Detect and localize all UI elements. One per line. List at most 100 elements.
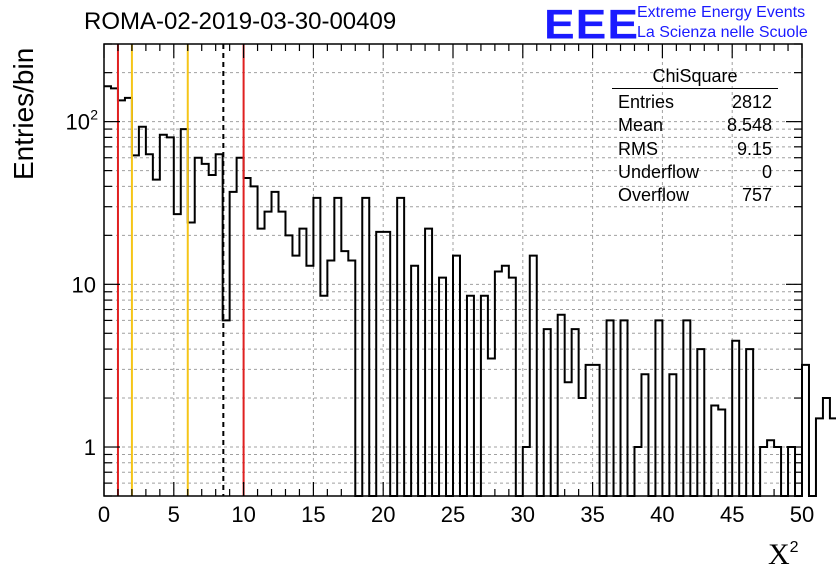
histogram-bin	[209, 175, 216, 496]
stats-label: Underflow	[618, 161, 700, 182]
stats-value: 8.548	[726, 115, 772, 136]
histogram-bin	[683, 320, 690, 496]
histogram-bin	[697, 349, 704, 496]
histogram-bin	[453, 256, 460, 496]
histogram-bin	[823, 398, 830, 496]
stats-value: 0	[761, 161, 772, 182]
stats-title: ChiSquare	[612, 66, 778, 89]
histogram-bin	[481, 296, 488, 496]
histogram-bin	[306, 266, 313, 496]
x-tick-label: 10	[231, 502, 255, 527]
stats-label: Mean	[618, 115, 664, 136]
histogram-bin	[586, 365, 593, 496]
histogram-bin	[732, 341, 739, 496]
y-tick-label: 10	[72, 272, 96, 297]
histogram-bin	[153, 180, 160, 496]
histogram-bin	[425, 229, 432, 496]
x-axis-label-sup: 2	[789, 539, 799, 556]
x-tick-label: 5	[168, 502, 180, 527]
histogram-bin	[502, 266, 509, 496]
histogram-bin	[139, 127, 146, 496]
histogram-bin	[802, 365, 809, 496]
histogram-bin	[767, 440, 774, 496]
histogram-bin	[111, 88, 118, 496]
x-tick-label: 25	[441, 502, 465, 527]
histogram-bin	[523, 447, 530, 496]
histogram-bin	[711, 405, 718, 496]
stats-row-rms: RMS 9.15	[612, 138, 778, 161]
stats-label: Entries	[618, 92, 675, 112]
y-axis-label: Entries/bin	[8, 47, 39, 180]
histogram-bin	[718, 410, 725, 496]
histogram-bin	[544, 329, 551, 496]
eee-logo: EEE	[544, 0, 640, 48]
histogram-bin	[760, 447, 767, 496]
histogram-bin	[655, 320, 662, 496]
histogram-bin	[439, 278, 446, 496]
histogram-bin	[488, 359, 495, 496]
histogram-bin	[558, 315, 565, 496]
y-tick-label: 1	[84, 435, 96, 460]
histogram-bin	[258, 229, 265, 496]
x-axis-label-base: X	[768, 538, 790, 571]
histogram-bin	[334, 198, 341, 496]
histogram-bin	[383, 232, 390, 496]
logo-line-2: La Scienza nelle Scuole	[637, 24, 808, 41]
histogram-bin	[788, 447, 795, 496]
histogram-bin	[607, 320, 614, 496]
histogram-bin	[467, 296, 474, 496]
stats-label: Overflow	[618, 185, 690, 206]
logo-line-1: Extreme Energy Events	[637, 4, 806, 21]
x-tick-label: 50	[790, 502, 814, 527]
histogram-bin	[146, 154, 153, 496]
stats-row-entries: Entries 2812	[612, 91, 778, 114]
histogram-bin	[509, 278, 516, 496]
histogram-bin	[376, 232, 383, 496]
histogram-bin	[181, 129, 188, 496]
stats-row-underflow: Underflow 0	[612, 161, 778, 184]
page-title: ROMA-02-2019-03-30-00409	[84, 8, 397, 35]
histogram-bin	[327, 261, 334, 496]
x-tick-label: 40	[650, 502, 674, 527]
histogram-bin	[202, 164, 209, 496]
histogram-bin	[104, 86, 111, 496]
histogram-bin	[495, 271, 502, 496]
histogram-bin	[299, 229, 306, 496]
histogram-bin	[237, 158, 244, 496]
histogram-bin	[565, 382, 572, 496]
histogram-bin	[669, 374, 676, 496]
x-tick-label: 35	[580, 502, 604, 527]
histogram-bin	[530, 256, 537, 496]
stats-value: 9.15	[736, 138, 772, 159]
y-tick-label-exponent: 2	[90, 107, 98, 123]
histogram-bin	[746, 349, 753, 496]
histogram-bin	[634, 447, 641, 496]
y-tick-label: 10	[66, 110, 90, 135]
stats-box: ChiSquare Entries 2812 Mean 8.548 RMS 9.…	[612, 66, 778, 207]
histogram-bin	[348, 261, 355, 496]
histogram-bin	[216, 154, 223, 496]
histogram-bin	[188, 222, 195, 496]
histogram-bin	[167, 137, 174, 496]
histogram-bin	[195, 158, 202, 496]
x-tick-label: 20	[371, 502, 395, 527]
histogram-bin	[593, 365, 600, 496]
histogram-bin	[272, 192, 279, 496]
stats-label: RMS	[618, 138, 658, 159]
x-axis-label: X2	[768, 538, 799, 572]
histogram-bin	[132, 155, 139, 496]
x-tick-label: 30	[511, 502, 535, 527]
histogram-bin	[292, 256, 299, 496]
histogram-bin	[411, 266, 418, 496]
histogram-bin	[341, 251, 348, 496]
histogram-bin	[830, 418, 836, 496]
histogram-bin	[251, 186, 258, 496]
stats-row-overflow: Overflow 757	[612, 184, 778, 207]
stats-row-mean: Mean 8.548	[612, 114, 778, 137]
histogram-bin	[285, 235, 292, 496]
histogram-bin	[118, 100, 125, 496]
stats-value: 2812	[731, 92, 772, 112]
histogram-bin	[579, 398, 586, 496]
histogram-bin	[160, 135, 167, 496]
